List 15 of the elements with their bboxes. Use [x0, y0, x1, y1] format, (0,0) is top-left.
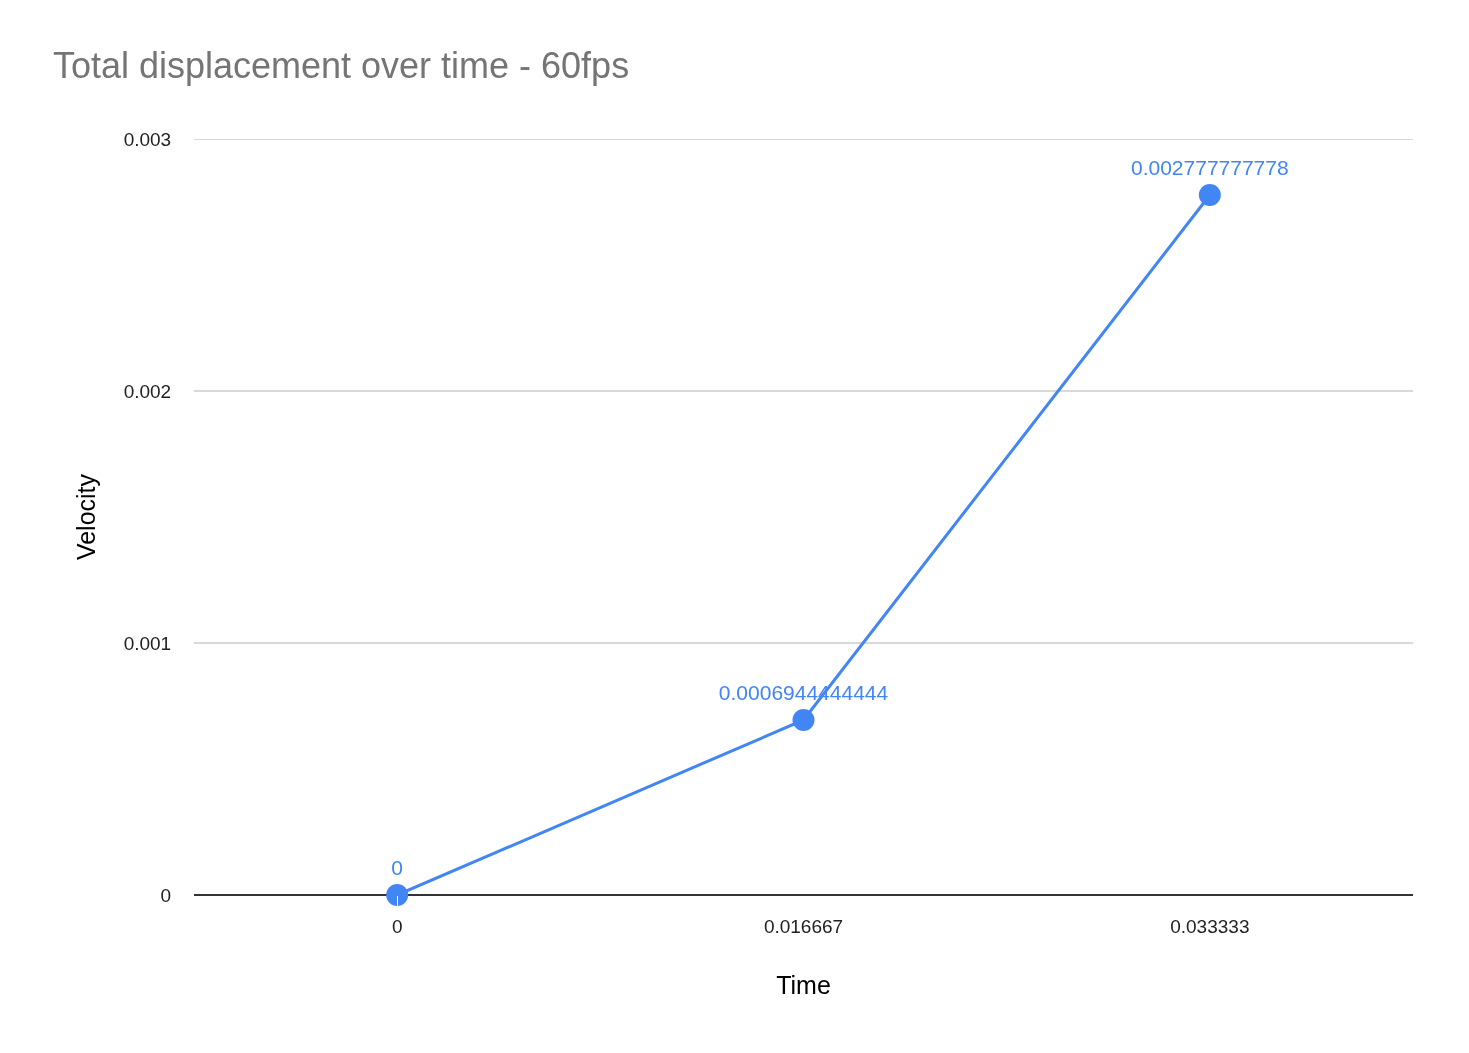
point	[792, 709, 815, 731]
point	[1198, 184, 1221, 206]
y-axis-title: Velocity	[72, 473, 101, 561]
y-tick-label: 0	[160, 884, 172, 906]
x-axis-title: Time	[776, 970, 831, 999]
y-tick-label: 0.003	[123, 128, 172, 150]
data-label: 0.002777777778	[1130, 156, 1289, 179]
point	[386, 884, 409, 906]
y-tick-label: 0.002	[123, 380, 172, 402]
x-tick-label: 0	[391, 915, 403, 937]
x-tick-label: 0.033333	[1170, 915, 1250, 937]
chart-title: Total displacement over time - 60fps	[52, 44, 630, 86]
y-tick-label: 0.001	[123, 632, 172, 654]
data-label: 0	[391, 856, 404, 879]
x-tick-label: 0.016667	[763, 915, 844, 937]
